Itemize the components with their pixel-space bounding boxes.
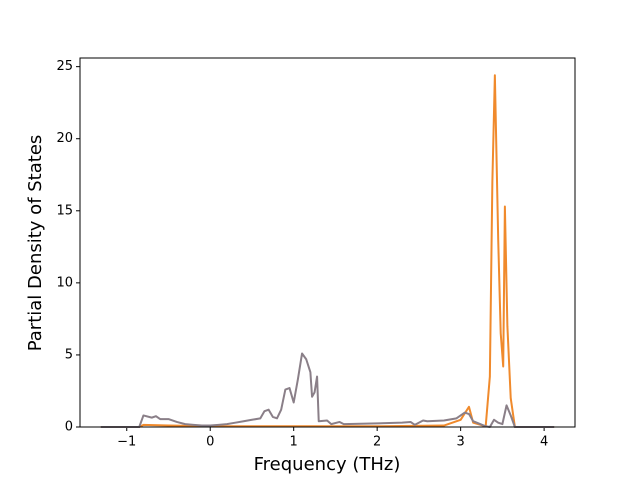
x-tick-label: 1 — [290, 435, 298, 450]
y-tick-label: 20 — [56, 131, 73, 146]
y-tick-label: 15 — [56, 203, 73, 218]
y-tick-label: 25 — [56, 59, 73, 74]
line — [100, 74, 555, 428]
x-tick-label: 3 — [457, 435, 465, 450]
x-tick-label: 2 — [373, 435, 381, 450]
x-axis-label: Frequency (THz) — [254, 454, 401, 475]
y-axis-label: Partial Density of States — [25, 135, 46, 352]
y-tick-label: 5 — [65, 347, 73, 362]
y-tick-label: 10 — [56, 275, 73, 290]
y-tick-label: 0 — [65, 420, 73, 435]
x-tick-label: 4 — [540, 435, 548, 450]
line — [100, 352, 555, 428]
x-tick-label: −1 — [117, 435, 136, 450]
plot-frame — [79, 57, 576, 428]
x-tick-label: 0 — [206, 435, 214, 450]
